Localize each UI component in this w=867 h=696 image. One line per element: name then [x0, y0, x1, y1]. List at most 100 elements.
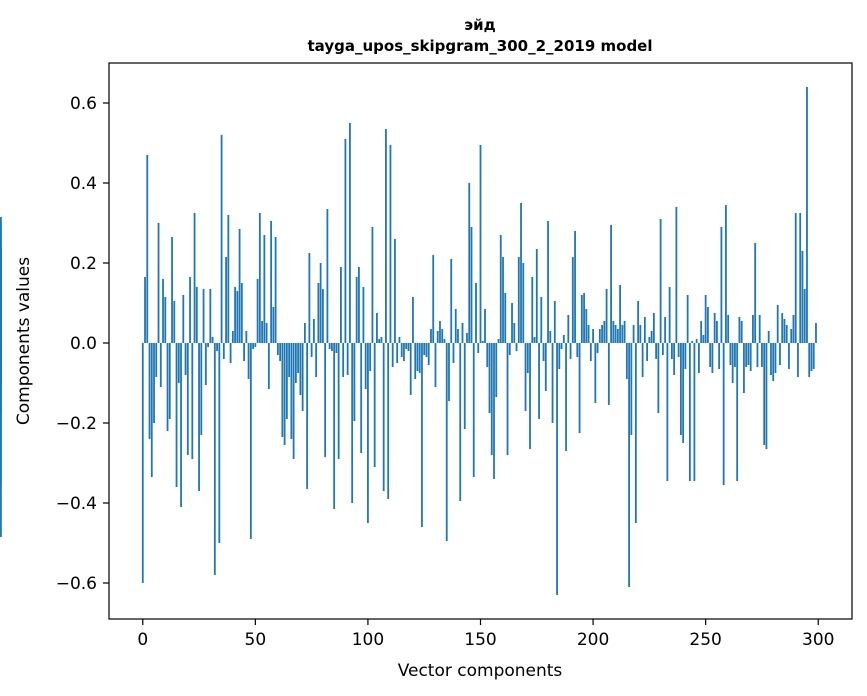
bar: [601, 325, 603, 343]
bar: [583, 293, 585, 343]
bar: [718, 343, 721, 369]
bar: [664, 317, 667, 343]
bar: [360, 343, 363, 453]
bar: [355, 277, 358, 343]
bar: [274, 237, 277, 343]
bar: [418, 343, 421, 373]
bar: [321, 289, 324, 343]
bar: [364, 343, 367, 389]
bar: [517, 257, 520, 343]
bar: [693, 343, 696, 481]
bar: [335, 343, 338, 353]
bar: [738, 317, 741, 343]
bar: [267, 343, 270, 389]
bar: [754, 243, 757, 343]
bar: [409, 343, 412, 395]
bar: [639, 325, 642, 343]
bar: [725, 205, 727, 343]
bar: [175, 343, 178, 487]
x-axis-label: Vector components: [398, 661, 563, 681]
bar: [614, 325, 617, 343]
bar: [815, 323, 817, 343]
bar: [394, 239, 396, 343]
bar: [637, 301, 640, 343]
bar: [565, 343, 567, 451]
x-tick-label: 100: [352, 630, 384, 650]
bar: [790, 329, 793, 343]
bar: [643, 317, 646, 343]
bar: [189, 277, 191, 343]
y-tick-label: −0.6: [56, 574, 97, 594]
bar: [567, 315, 570, 343]
bar: [704, 295, 707, 343]
bar: [605, 289, 608, 343]
bar: [144, 277, 146, 343]
bar: [252, 343, 254, 349]
bar: [315, 343, 318, 377]
bar: [776, 305, 779, 343]
bar: [562, 335, 565, 343]
bar: [202, 289, 205, 343]
bar: [234, 287, 236, 343]
bar: [441, 329, 444, 343]
bar: [812, 343, 815, 369]
x-tick-label: 150: [464, 630, 496, 650]
bar: [436, 331, 439, 343]
bar: [648, 337, 651, 343]
bar: [299, 343, 302, 395]
bar: [306, 343, 309, 489]
bar: [513, 323, 516, 343]
bar: [533, 337, 536, 343]
bar: [403, 343, 405, 361]
bar: [520, 203, 522, 343]
bar: [297, 343, 300, 373]
bar: [171, 237, 173, 343]
bar: [427, 343, 430, 365]
bar: [747, 343, 750, 365]
bar: [439, 321, 441, 343]
bar: [0, 269, 2, 343]
bar: [659, 219, 662, 343]
bar: [716, 321, 718, 343]
bar: [652, 313, 655, 343]
bar: [797, 343, 799, 377]
bar: [616, 329, 619, 343]
bar: [484, 309, 486, 343]
bar: [430, 329, 432, 343]
bar: [677, 343, 680, 357]
bar: [666, 343, 669, 481]
bar: [380, 337, 383, 343]
bar: [351, 343, 354, 503]
bar: [407, 343, 410, 351]
bar: [695, 339, 698, 343]
bar: [466, 333, 468, 343]
bar: [367, 343, 369, 523]
bar: [353, 343, 356, 421]
bar: [186, 343, 189, 455]
bar: [281, 343, 284, 437]
bar: [405, 343, 408, 349]
bar: [641, 343, 644, 377]
bar: [294, 343, 297, 383]
x-tick-label: 0: [137, 630, 148, 650]
bar: [621, 325, 624, 343]
bar: [389, 145, 392, 343]
bar: [387, 343, 390, 499]
bar: [159, 343, 162, 387]
bar: [587, 325, 590, 343]
bar: [414, 343, 417, 379]
bar: [758, 315, 761, 343]
bar: [630, 343, 633, 435]
bar: [731, 343, 734, 383]
bar: [378, 339, 381, 343]
bar: [0, 343, 2, 485]
bar: [191, 343, 194, 459]
bar: [238, 229, 241, 343]
bar: [326, 209, 329, 343]
bar: [625, 343, 628, 379]
y-tick-label: 0.6: [70, 94, 97, 114]
bar: [743, 343, 745, 393]
bar: [254, 343, 257, 347]
bar: [558, 343, 561, 369]
bar: [810, 343, 813, 371]
